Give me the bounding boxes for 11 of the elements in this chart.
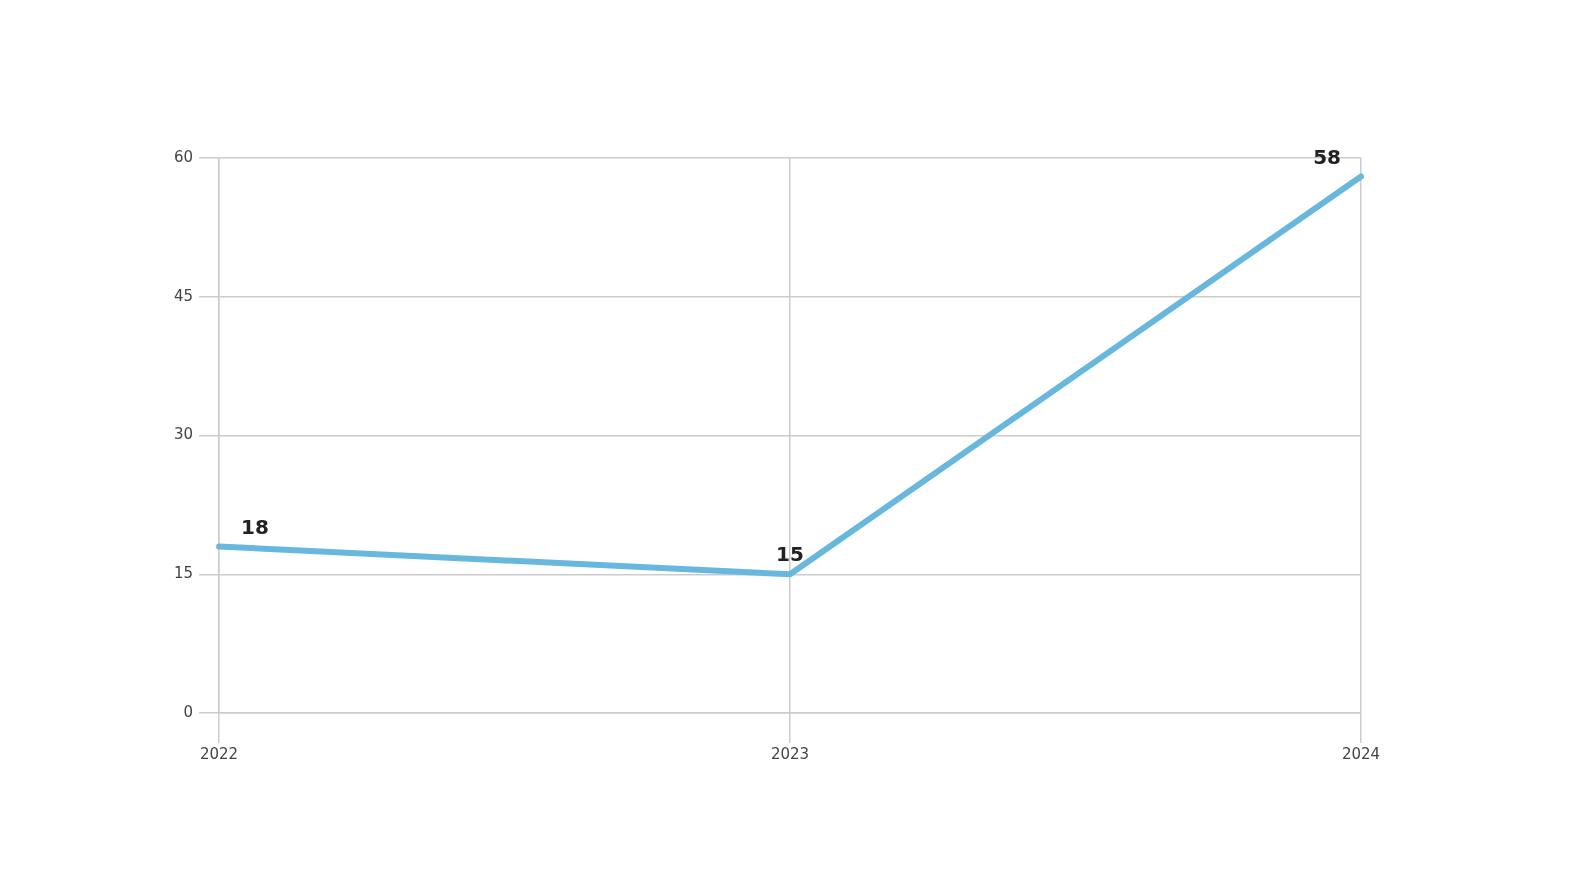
data-label: 18: [241, 514, 269, 539]
data-label: 15: [776, 542, 804, 567]
data-label: 58: [1313, 144, 1341, 169]
y-tick-label: 30: [173, 425, 194, 444]
x-tick-label: 2022: [199, 744, 239, 763]
y-tick-label: 45: [173, 286, 194, 305]
y-tick-label: 15: [173, 564, 194, 583]
x-tick-label: 2024: [1341, 744, 1381, 763]
x-tick-label: 2023: [770, 744, 810, 763]
y-tick-label: 60: [173, 147, 194, 166]
y-tick-label: 0: [183, 702, 194, 721]
